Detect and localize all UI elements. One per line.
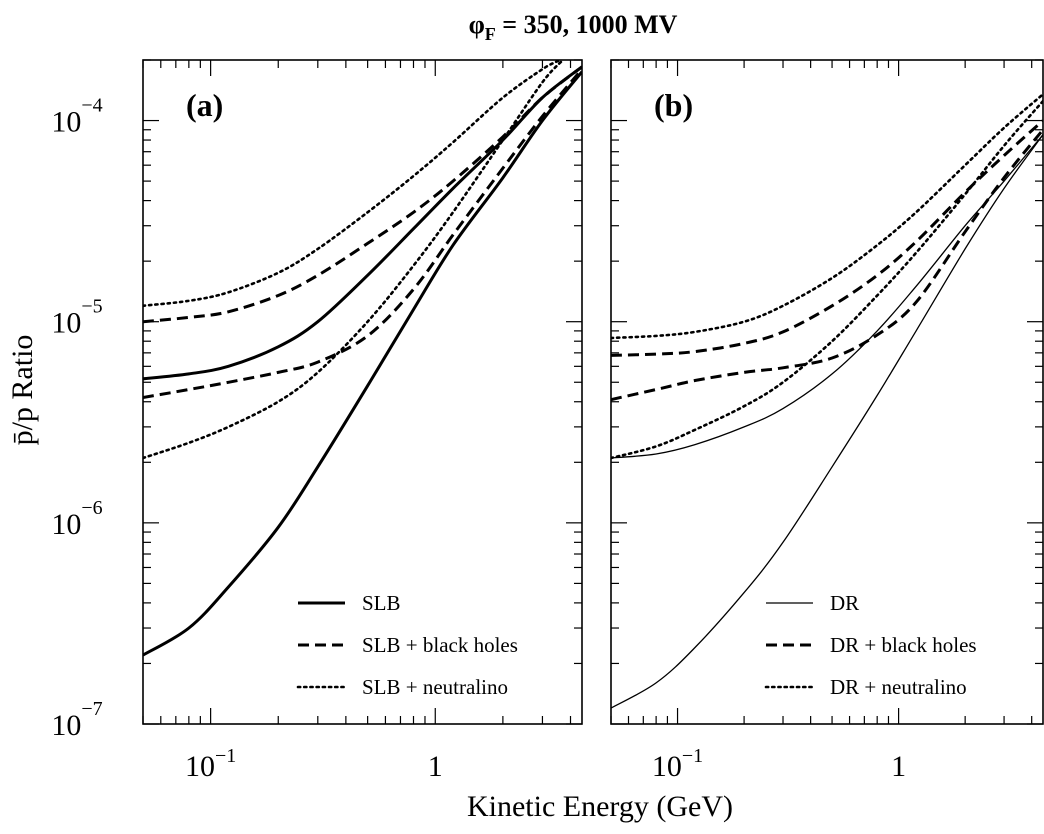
- series-line-2-2: [611, 134, 1043, 709]
- panel-label-1: (a): [186, 87, 223, 123]
- series-group-1: [143, 60, 582, 657]
- y-tick-label: 10−4: [51, 95, 102, 139]
- series-line-1-4: [143, 68, 582, 399]
- series-line-1-6: [143, 60, 565, 460]
- legend-label-1-3: SLB + neutralino: [362, 675, 508, 699]
- legend-label-1-2: SLB + black holes: [362, 633, 518, 657]
- series-line-2-4: [611, 128, 1043, 402]
- series-group-2: [611, 93, 1043, 709]
- chart-title: φF = 350, 1000 MV: [469, 10, 678, 44]
- panel-1: (a) 10−1 1 SLB SLB + black holes SLB + neutra…: [51, 59, 583, 783]
- panel-label-2: (b): [654, 87, 693, 123]
- series-line-1-3: [143, 65, 582, 324]
- x-tick-label: 10−1: [652, 745, 703, 783]
- y-tick-label: 10−7: [51, 698, 102, 742]
- series-line-2-5: [611, 93, 1043, 340]
- series-line-1-1: [143, 65, 582, 381]
- x-axis-label: Kinetic Energy (GeV): [467, 790, 733, 823]
- series-line-1-5: [143, 60, 562, 308]
- panel-2: (b) 10−1 1 DR DR + black holes DR + neutralin…: [610, 59, 1044, 783]
- legend-label-2-3: DR + neutralino: [830, 675, 967, 699]
- chart-title-rest: = 350, 1000 MV: [496, 10, 678, 39]
- legend-label-2-1: DR: [830, 591, 859, 615]
- series-line-2-1: [611, 134, 1043, 459]
- plot-frame-2: [610, 59, 1044, 725]
- y-tick-label: 10−6: [51, 497, 102, 541]
- series-line-2-3: [611, 119, 1043, 357]
- legend-label-1-1: SLB: [362, 591, 401, 615]
- series-line-2-6: [611, 99, 1043, 460]
- x-tick-label: 10−1: [185, 745, 236, 783]
- series-line-1-2: [143, 70, 582, 657]
- y-axis-label: p̄/p Ratio: [6, 335, 39, 446]
- chart-title-main: φ: [469, 10, 485, 39]
- plot-layer: (a) 10−1 1 SLB SLB + black holes SLB + neutra…: [51, 59, 1044, 783]
- y-tick-label: 10−5: [51, 296, 102, 340]
- legend-label-2-2: DR + black holes: [830, 633, 977, 657]
- chart-title-sub: F: [485, 24, 496, 44]
- x-tick-label: 1: [891, 750, 906, 783]
- x-tick-label: 1: [428, 750, 443, 783]
- plot-frame-1: [142, 59, 583, 725]
